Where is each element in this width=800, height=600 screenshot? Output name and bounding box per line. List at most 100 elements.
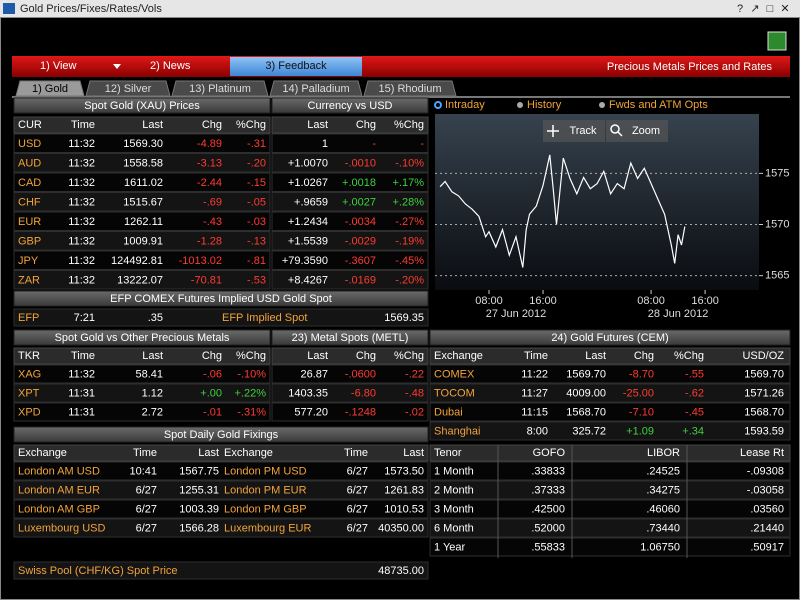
row-bg [429,499,791,519]
column-header: Chg [202,350,222,362]
column-header: Time [133,447,157,459]
tab-radio[interactable] [599,102,605,108]
column-header: Last [198,447,219,459]
panel-header: 23) Metal Spots (METL) [292,332,409,344]
tab-shape[interactable] [171,80,269,97]
column-header: Last [142,119,163,131]
table-cell: TOCOM [434,388,475,400]
row-bg [271,270,429,290]
table-cell: London PM USD [224,466,307,478]
column-header: %Chg [394,350,424,362]
chart-tab[interactable]: History [527,99,562,111]
menu-item[interactable]: 1) View [40,60,77,72]
row-bg [13,461,429,481]
row-bg [429,364,791,384]
table-cell: 1261.83 [384,485,424,497]
table-cell: Shanghai [434,426,481,438]
table-cell: -.55 [685,369,704,381]
table-cell: -1013.02 [179,255,222,267]
table-cell: - [420,138,424,150]
row-bg [13,133,271,153]
table-cell: .24525 [646,466,680,478]
panel-header-bg [13,290,429,307]
feedback-button-bg[interactable] [230,57,362,76]
y-tick-label: 1565 [765,270,789,282]
tab[interactable]: 12) Silver [105,83,152,95]
dropdown-arrow[interactable] [113,64,121,69]
table-cell: -.31% [237,407,266,419]
panel-header-bg [271,329,429,346]
tab-shape[interactable] [85,80,171,97]
y-tick-label: 1575 [765,167,789,179]
row-bg [271,172,429,192]
table-cell: 325.72 [572,426,606,438]
table-cell: 1 Year [434,542,466,554]
table-cell: -.45 [685,407,704,419]
column-header-bg [13,116,271,134]
table-cell: 3 Month [434,504,474,516]
column-header: Tenor [434,447,462,459]
tab-shape[interactable] [269,80,363,97]
table-cell: 1593.59 [744,426,784,438]
chart-tab[interactable]: Intraday [445,99,485,111]
table-cell: +.22% [235,388,267,400]
table-cell: -1.28 [197,235,222,247]
chart-tab[interactable]: Fwds and ATM Opts [609,99,708,111]
tab-radio[interactable] [517,102,523,108]
tab[interactable]: 14) Palladium [282,83,349,95]
table-cell: 1262.11 [124,216,163,228]
menu-item[interactable]: 2) News [150,60,191,72]
track-button-bg[interactable] [543,120,605,142]
table-cell: 1569.35 [384,312,424,324]
row-bg [13,499,429,519]
tab-underline [12,96,790,98]
table-cell: 1568.70 [744,407,784,419]
table-cell: -.81 [247,255,266,267]
panel-header-bg [13,329,271,346]
table-cell: -.09308 [747,466,784,478]
table-cell: +.0027 [342,196,376,208]
chart-button[interactable]: Track [569,125,597,137]
table-cell: 40350.00 [378,523,424,535]
table-cell: -2.44 [197,177,222,189]
table-cell: 6/27 [136,485,157,497]
window-control[interactable]: □ [767,3,774,15]
table-cell: 6/27 [347,523,368,535]
table-cell: +.28% [393,196,425,208]
column-header: Last [307,350,328,362]
chart-button[interactable]: Zoom [632,125,660,137]
table-cell: -.05 [247,196,266,208]
tab-shape[interactable] [15,80,85,97]
table-cell: -.62 [685,388,704,400]
table-cell: -.0010 [345,157,376,169]
table-cell: London AM GBP [18,504,100,516]
tab[interactable]: 1) Gold [32,83,68,95]
menu-heading: Precious Metals Prices and Rates [607,61,773,73]
window-control[interactable]: ↗ [750,3,759,15]
zoom-icon [610,124,620,134]
tab[interactable]: 13) Platinum [189,83,251,95]
column-header-bg [429,347,791,365]
window-control[interactable]: ? [737,3,743,15]
table-cell: 11:31 [68,388,95,400]
table-cell: JPY [18,255,39,267]
column-header: Exchange [434,350,483,362]
table-cell: 1003.39 [179,504,219,516]
column-header: GOFO [533,447,566,459]
tab-shape[interactable] [363,80,457,97]
table-cell: EFP [18,312,39,324]
table-cell: .33833 [531,466,565,478]
table-cell: XAG [18,369,41,381]
table-cell: London PM GBP [224,504,307,516]
menu-item[interactable]: 3) Feedback [265,60,327,72]
table-cell: 1 [322,138,328,150]
table-cell: +.00 [200,388,222,400]
window-control[interactable]: ✕ [780,3,789,15]
column-header-bg [271,116,429,134]
tab-radio[interactable] [434,101,442,109]
tab[interactable]: 15) Rhodium [379,83,442,95]
table-cell: London AM EUR [18,485,100,497]
toolbar-icon[interactable] [767,31,787,51]
table-cell: -.22 [405,369,424,381]
